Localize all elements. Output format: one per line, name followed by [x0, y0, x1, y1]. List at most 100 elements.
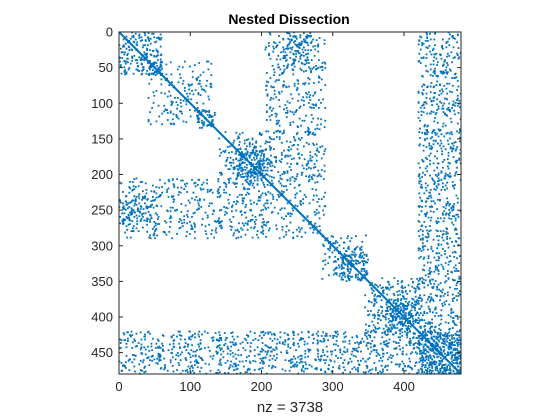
- nonzero-marker: [443, 301, 446, 304]
- nonzero-marker: [424, 279, 427, 282]
- nonzero-marker: [191, 89, 193, 92]
- nonzero-marker: [288, 101, 291, 104]
- nonzero-marker: [307, 176, 310, 178]
- nonzero-marker: [295, 361, 298, 364]
- nonzero-marker: [317, 352, 320, 355]
- nonzero-marker: [444, 124, 447, 127]
- nonzero-marker: [436, 333, 439, 336]
- nonzero-marker: [452, 100, 455, 103]
- nonzero-marker: [387, 305, 390, 308]
- nonzero-marker: [427, 351, 430, 354]
- nonzero-marker: [442, 239, 445, 242]
- nonzero-marker: [433, 129, 436, 131]
- nonzero-marker: [421, 92, 424, 94]
- nonzero-marker: [436, 109, 439, 111]
- nonzero-marker: [400, 309, 403, 312]
- nonzero-marker: [434, 181, 436, 184]
- nonzero-marker: [294, 36, 297, 39]
- nonzero-marker: [444, 59, 446, 62]
- nonzero-marker: [438, 193, 441, 195]
- nonzero-marker: [229, 353, 232, 356]
- nonzero-marker: [249, 154, 252, 156]
- nonzero-marker: [402, 350, 404, 353]
- nonzero-marker: [358, 255, 361, 258]
- nonzero-marker: [395, 304, 398, 307]
- nonzero-marker: [444, 281, 446, 284]
- nonzero-marker: [439, 314, 442, 317]
- nonzero-marker: [173, 85, 176, 88]
- nonzero-marker: [415, 337, 418, 339]
- nonzero-marker: [434, 134, 437, 136]
- nonzero-marker: [427, 330, 430, 333]
- nonzero-marker: [353, 348, 356, 351]
- nonzero-marker: [334, 272, 337, 275]
- nonzero-marker: [151, 184, 154, 187]
- nonzero-marker: [312, 82, 315, 84]
- nonzero-marker: [449, 255, 451, 257]
- nonzero-marker: [251, 137, 254, 140]
- nonzero-marker: [447, 151, 450, 154]
- nonzero-marker: [416, 322, 419, 324]
- nonzero-marker: [382, 327, 385, 330]
- nonzero-marker: [290, 163, 292, 166]
- nonzero-marker: [456, 94, 459, 97]
- nonzero-marker: [441, 236, 444, 239]
- nonzero-marker: [454, 359, 456, 362]
- nonzero-marker: [245, 203, 248, 206]
- nonzero-marker: [377, 327, 379, 330]
- nonzero-marker: [423, 192, 426, 195]
- nonzero-marker: [209, 355, 212, 358]
- nonzero-marker: [129, 201, 131, 204]
- nonzero-marker: [187, 352, 190, 354]
- nonzero-marker: [151, 32, 154, 35]
- nonzero-marker: [198, 330, 201, 333]
- nonzero-marker: [369, 336, 372, 339]
- nonzero-marker: [139, 369, 142, 371]
- nonzero-marker: [330, 353, 333, 356]
- nonzero-marker: [174, 358, 177, 361]
- nonzero-marker: [252, 163, 255, 166]
- nonzero-marker: [233, 201, 235, 203]
- nonzero-marker: [404, 330, 406, 333]
- nonzero-marker: [446, 181, 449, 184]
- nonzero-marker: [418, 257, 421, 260]
- nonzero-marker: [312, 337, 315, 340]
- nonzero-marker: [450, 334, 453, 337]
- nonzero-marker: [349, 240, 352, 243]
- nonzero-marker: [196, 362, 198, 364]
- nonzero-marker: [286, 109, 289, 112]
- nonzero-marker: [397, 315, 400, 317]
- nonzero-marker: [444, 174, 447, 177]
- nonzero-marker: [136, 217, 139, 220]
- nonzero-marker: [434, 280, 437, 282]
- nonzero-marker: [431, 146, 434, 149]
- nonzero-marker: [254, 223, 257, 225]
- nonzero-marker: [184, 345, 186, 348]
- nonzero-marker: [146, 49, 149, 52]
- nonzero-marker: [315, 225, 318, 228]
- nonzero-marker: [297, 333, 300, 336]
- nonzero-marker: [202, 71, 205, 74]
- nonzero-marker: [434, 331, 437, 334]
- nonzero-marker: [392, 333, 394, 336]
- nonzero-marker: [245, 157, 248, 160]
- nonzero-marker: [285, 54, 288, 57]
- nonzero-marker: [296, 235, 299, 238]
- nonzero-marker: [183, 218, 186, 221]
- nonzero-marker: [236, 165, 238, 168]
- nonzero-marker: [337, 344, 339, 347]
- nonzero-marker: [284, 154, 287, 157]
- nonzero-marker: [305, 175, 307, 178]
- nonzero-marker: [301, 171, 304, 174]
- nonzero-marker: [159, 69, 162, 72]
- nonzero-marker: [293, 331, 295, 334]
- nonzero-marker: [149, 206, 152, 208]
- nonzero-marker: [233, 338, 235, 341]
- nonzero-marker: [305, 35, 307, 38]
- nonzero-marker: [177, 193, 180, 196]
- nonzero-marker: [334, 330, 337, 333]
- nonzero-marker: [329, 245, 332, 248]
- nonzero-marker: [151, 354, 154, 357]
- nonzero-marker: [219, 194, 222, 197]
- nonzero-marker: [188, 65, 191, 68]
